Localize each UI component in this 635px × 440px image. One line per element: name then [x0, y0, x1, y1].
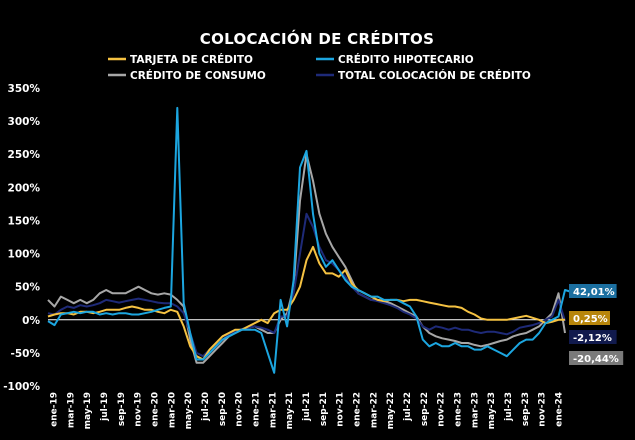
- end-label-3: -2,12%: [573, 333, 612, 344]
- x-tick-label: may-20: [184, 392, 194, 429]
- x-tick-label: mar-23: [470, 392, 480, 428]
- x-tick-label: jul-21: [302, 392, 312, 422]
- end-label-2: -20,44%: [573, 354, 619, 365]
- chart-title: COLOCACIÓN DE CRÉDITOS: [200, 29, 434, 48]
- end-label-box-2: [569, 351, 624, 365]
- x-tick-label: jul-23: [504, 392, 514, 422]
- x-tick-label: ene-23: [454, 392, 464, 427]
- x-tick-label: mar-21: [268, 392, 278, 428]
- y-tick-label: 150%: [8, 215, 41, 227]
- x-tick-label: mar-20: [167, 392, 177, 428]
- end-label-box-3: [569, 330, 617, 344]
- x-axis: ene-19 mar-19 may-19 jul-19 sep-19 nov-19 ene-…: [50, 392, 565, 429]
- legend-label-0: TARJETA DE CRÉDITO: [130, 53, 253, 66]
- x-tick-label: nov-22: [437, 392, 447, 427]
- x-tick-label: jul-19: [100, 392, 110, 422]
- y-tick-label: -50%: [11, 348, 41, 360]
- x-tick-label: jul-22: [403, 392, 413, 422]
- end-label-0: 0,25%: [573, 314, 608, 325]
- x-tick-label: mar-22: [369, 392, 379, 428]
- end-labels: 42,01% 0,25% -2,12% -20,44%: [569, 284, 624, 365]
- y-tick-label: 200%: [8, 182, 41, 194]
- end-label-box-0: [569, 311, 610, 325]
- x-tick-label: may-22: [386, 392, 396, 429]
- x-tick-label: nov-21: [336, 392, 346, 427]
- legend-label-3: TOTAL COLOCACIÓN DE CRÉDITO: [338, 69, 531, 82]
- end-label-1: 42,01%: [573, 287, 615, 298]
- x-tick-label: ene-24: [555, 392, 565, 427]
- x-tick-label: jul-20: [201, 392, 211, 422]
- y-tick-label: 100%: [8, 249, 41, 261]
- y-tick-label: 250%: [8, 149, 41, 161]
- end-label-box-1: [569, 284, 617, 298]
- x-tick-label: ene-19: [50, 392, 60, 427]
- x-tick-label: may-23: [487, 392, 497, 429]
- x-tick-label: ene-21: [252, 392, 262, 427]
- series-lines: [47, 106, 572, 374]
- x-tick-label: nov-19: [134, 392, 144, 427]
- x-tick-label: nov-23: [538, 392, 548, 427]
- x-tick-label: may-21: [285, 392, 295, 429]
- x-tick-label: sep-20: [218, 392, 228, 426]
- x-tick-label: sep-19: [117, 392, 127, 426]
- series-line-1: [47, 106, 572, 374]
- x-tick-label: sep-21: [319, 392, 329, 426]
- legend-label-1: CRÉDITO HIPOTECARIO: [338, 53, 474, 66]
- y-tick-label: 50%: [15, 282, 41, 294]
- y-tick-label: 300%: [8, 116, 41, 128]
- series-line-0: [47, 245, 565, 361]
- y-tick-label: 350%: [8, 83, 41, 95]
- x-tick-label: ene-22: [353, 392, 363, 427]
- legend-label-2: CRÉDITO DE CONSUMO: [130, 69, 266, 82]
- x-tick-label: mar-19: [66, 392, 76, 428]
- x-tick-label: may-19: [83, 392, 93, 429]
- series-line-3: [47, 212, 566, 358]
- y-tick-label: -100%: [3, 381, 40, 393]
- y-axis: -100% -50% 0% 50% 100% 150% 200% 250% 300% 350%: [3, 83, 40, 393]
- x-tick-label: sep-23: [521, 392, 531, 426]
- x-tick-label: ene-20: [151, 392, 161, 427]
- x-tick-label: sep-22: [420, 392, 430, 426]
- y-tick-label: 0%: [22, 315, 40, 327]
- legend: TARJETA DE CRÉDITO CRÉDITO HIPOTECARIO C…: [108, 53, 531, 82]
- x-tick-label: nov-20: [235, 392, 245, 427]
